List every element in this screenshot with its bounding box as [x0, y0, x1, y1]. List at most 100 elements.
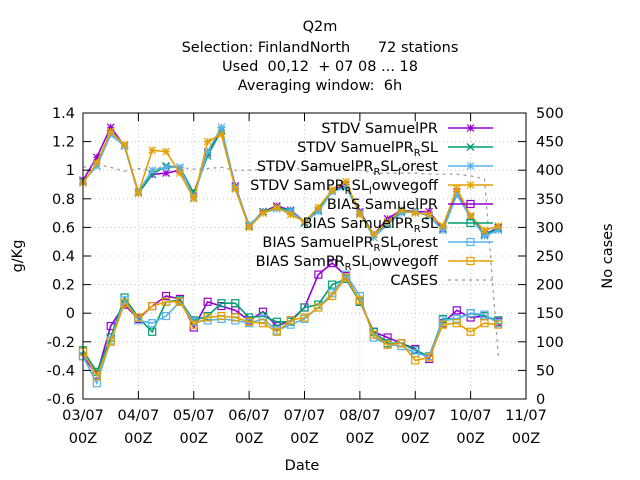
data-point — [286, 316, 295, 325]
data-point — [341, 273, 351, 282]
data-point — [452, 184, 461, 193]
series-line — [82, 275, 499, 378]
data-point — [286, 210, 295, 219]
legend-entry-4: BIAS SamuelPR — [327, 197, 493, 213]
y2-tick-label: 350 — [536, 192, 564, 208]
data-point — [452, 190, 461, 199]
data-point — [175, 169, 184, 177]
series-4 — [78, 259, 503, 379]
data-point — [466, 309, 475, 318]
data-point — [106, 127, 115, 136]
data-point — [494, 320, 503, 329]
data-point — [480, 310, 489, 319]
data-point — [120, 299, 129, 308]
data-point — [466, 143, 475, 151]
legend-entry-7: BIAS SamPRRSLlowvegoff — [256, 254, 493, 273]
data-point — [383, 217, 392, 226]
title-line-3: Used 00,12 + 07 08 ... 18 — [222, 59, 418, 75]
data-point — [162, 163, 170, 172]
x-tick-label-hour: 00Z — [456, 431, 484, 447]
data-point — [480, 319, 489, 328]
y2-tick-label: 0 — [536, 392, 545, 408]
data-point — [162, 147, 170, 156]
legend-entry-5: BIAS SamuelPRRSL — [303, 216, 493, 235]
data-point — [259, 209, 267, 218]
legend-label: STDV SamuelPRRSL — [297, 140, 438, 159]
y-tick-label: 0.2 — [52, 278, 75, 294]
y-tick-label: 0.8 — [52, 192, 75, 208]
data-point — [480, 226, 489, 235]
legend-entry-2: STDV SamuelPRRSLforest — [257, 159, 493, 178]
data-point — [439, 222, 447, 230]
data-point — [217, 311, 226, 321]
data-point — [175, 297, 185, 306]
data-point — [92, 153, 101, 162]
data-point — [189, 194, 198, 203]
y-axis-label: g/Kg — [10, 240, 26, 273]
x-tick-label-date: 11/07 — [505, 408, 547, 424]
legend-label: BIAS SamuelPR — [327, 197, 438, 213]
data-point — [203, 137, 212, 146]
y2-tick-label: 300 — [536, 220, 564, 236]
series-7 — [78, 273, 503, 381]
data-point — [328, 291, 337, 301]
data-point — [466, 212, 475, 220]
data-point — [355, 210, 364, 219]
data-point — [134, 313, 143, 322]
data-point — [466, 124, 475, 132]
data-point — [300, 217, 309, 226]
x-tick-label-date: 09/07 — [394, 408, 436, 424]
series-layer — [78, 123, 503, 388]
data-point — [439, 226, 447, 235]
data-point — [217, 299, 226, 308]
x-axis-label: Date — [285, 458, 320, 474]
data-point — [161, 291, 171, 301]
data-point — [148, 327, 157, 336]
data-point — [466, 199, 475, 209]
data-point — [342, 183, 350, 192]
data-point — [300, 303, 309, 312]
data-point — [494, 222, 503, 230]
y2-tick-label: 50 — [536, 363, 554, 379]
data-point — [148, 301, 157, 311]
x-tick-label-hour: 00Z — [124, 431, 152, 447]
x-tick-label-date: 08/07 — [339, 408, 381, 424]
legend-label: CASES — [390, 273, 438, 289]
x-tick-label-date: 04/07 — [117, 408, 159, 424]
data-point — [328, 280, 337, 289]
legend-label: STDV SamuelPR — [321, 121, 438, 137]
data-point — [134, 189, 143, 198]
data-point — [328, 186, 337, 195]
y2-axis-label: No cases — [600, 223, 616, 288]
x-tick-label-date: 03/07 — [62, 408, 104, 424]
y-tick-label: -0.2 — [47, 335, 75, 351]
y2-tick-label: 450 — [536, 135, 564, 151]
data-point — [438, 320, 448, 329]
chart-title: Q2m Selection: FinlandNorth 72 stations … — [182, 19, 459, 94]
axes: -0.6 -0.4 -0.2 0 0.2 0.4 0.6 0.8 1 1.2 1.4 0 50 100 15… — [47, 106, 564, 447]
y2-tick-label: 150 — [536, 306, 564, 322]
legend-label: BIAS SamPRRSLlowvegoff — [256, 254, 439, 273]
y-tick-label: -0.4 — [47, 363, 75, 379]
title-line-4: Averaging window: 6h — [238, 78, 402, 94]
x-tick-label-hour: 00Z — [180, 431, 208, 447]
y2-tick-label: 250 — [536, 249, 564, 265]
data-point — [425, 210, 434, 219]
data-point — [424, 353, 434, 362]
data-point — [411, 356, 420, 365]
y-tick-label: 0.6 — [52, 220, 75, 236]
data-point — [92, 159, 101, 167]
x-tick-label-date: 05/07 — [173, 408, 215, 424]
y-tick-label: 1.2 — [52, 135, 75, 151]
data-point — [369, 330, 378, 339]
x-tick-label-hour: 00Z — [290, 431, 318, 447]
legend-entry-6: BIAS SamuelPRRSLforest — [262, 235, 493, 254]
series-line — [82, 273, 499, 386]
y-tick-label: -0.6 — [47, 392, 75, 408]
data-point — [466, 327, 475, 336]
data-point — [272, 317, 281, 326]
data-point — [106, 337, 115, 346]
data-point — [314, 303, 323, 312]
x-tick-label-hour: 00Z — [346, 431, 374, 447]
